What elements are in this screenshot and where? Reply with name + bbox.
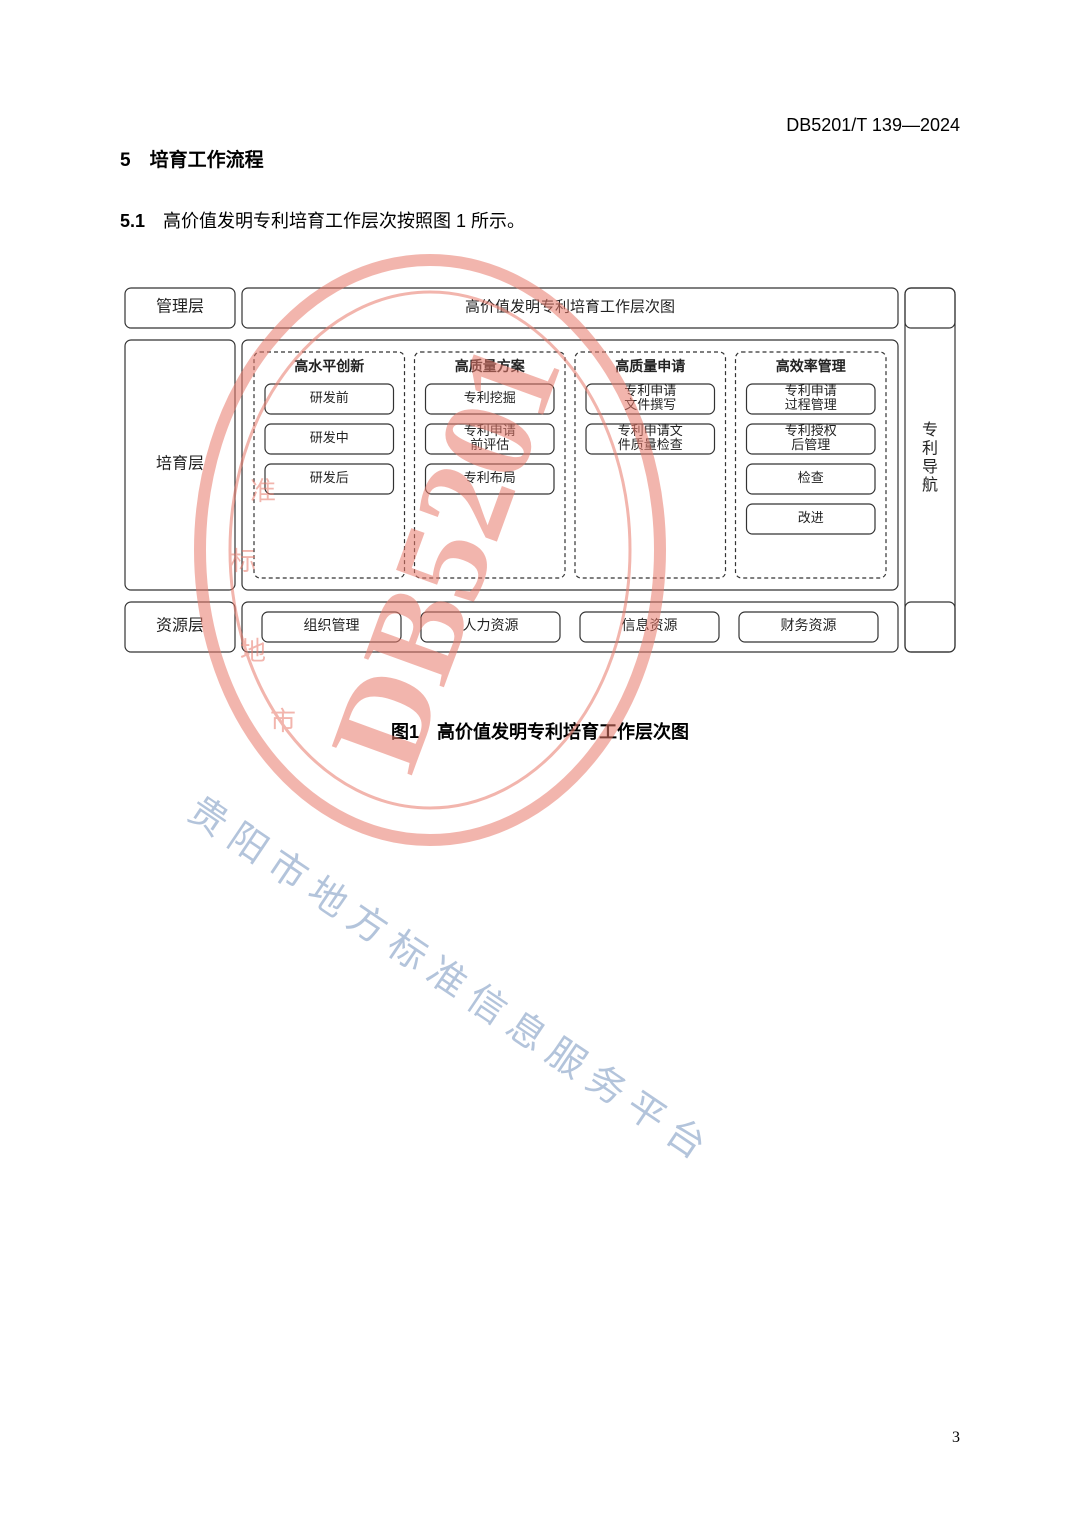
svg-text:前评估: 前评估: [470, 437, 509, 452]
section-heading: 5 培育工作流程: [120, 145, 960, 172]
svg-text:后管理: 后管理: [791, 437, 830, 452]
svg-text:专利申请文: 专利申请文: [618, 423, 683, 438]
svg-text:专利布局: 专利布局: [464, 470, 516, 485]
svg-text:高价值发明专利培育工作层次图: 高价值发明专利培育工作层次图: [465, 298, 675, 315]
svg-text:研发前: 研发前: [310, 390, 349, 405]
svg-text:件质量检查: 件质量检查: [618, 437, 683, 452]
figure-diagram: 管理层 高价值发明专利培育工作层次图专利导航 培育层 高水平创新研发前研发中研发后 高质…: [120, 283, 960, 688]
svg-text:人力资源: 人力资源: [463, 618, 519, 634]
svg-text:改进: 改进: [798, 510, 824, 525]
svg-text:财务资源: 财务资源: [781, 618, 837, 634]
svg-text:高质量申请: 高质量申请: [615, 358, 685, 375]
page-number: 3: [952, 1429, 960, 1447]
svg-text:过程管理: 过程管理: [785, 397, 837, 412]
svg-text:专利授权: 专利授权: [785, 423, 837, 438]
svg-text:管理层: 管理层: [156, 298, 204, 316]
svg-text:专利申请: 专利申请: [624, 383, 676, 398]
svg-text:培育层: 培育层: [156, 455, 204, 473]
svg-text:高水平创新: 高水平创新: [294, 358, 364, 375]
document-page: DB5201 准 标 地 市 贵阳市地方标准信息服务平台 DB5201/T 13…: [0, 0, 1080, 1527]
svg-text:组织管理: 组织管理: [304, 618, 360, 634]
svg-text:高质量方案: 高质量方案: [455, 358, 526, 375]
svg-text:高效率管理: 高效率管理: [776, 358, 846, 375]
svg-text:研发中: 研发中: [310, 430, 349, 445]
svg-text:专利挖掘: 专利挖掘: [464, 390, 516, 405]
document-id: DB5201/T 139—2024: [786, 115, 960, 136]
svg-text:专利申请: 专利申请: [785, 383, 837, 398]
svg-text:专利申请: 专利申请: [464, 423, 516, 438]
subsection-text: 5.1 高价值发明专利培育工作层次按照图 1 所示。: [120, 207, 960, 233]
svg-text:信息资源: 信息资源: [622, 617, 678, 634]
svg-text:资源层: 资源层: [156, 617, 204, 635]
figure-caption: 图1 高价值发明专利培育工作层次图: [120, 718, 960, 744]
svg-text:研发后: 研发后: [310, 470, 349, 485]
svg-text:检查: 检查: [798, 470, 824, 485]
svg-text:文件撰写: 文件撰写: [624, 397, 676, 412]
svg-text:专利导航: 专利导航: [922, 421, 938, 494]
watermark-diagonal: 贵阳市地方标准信息服务平台: [179, 780, 727, 1175]
